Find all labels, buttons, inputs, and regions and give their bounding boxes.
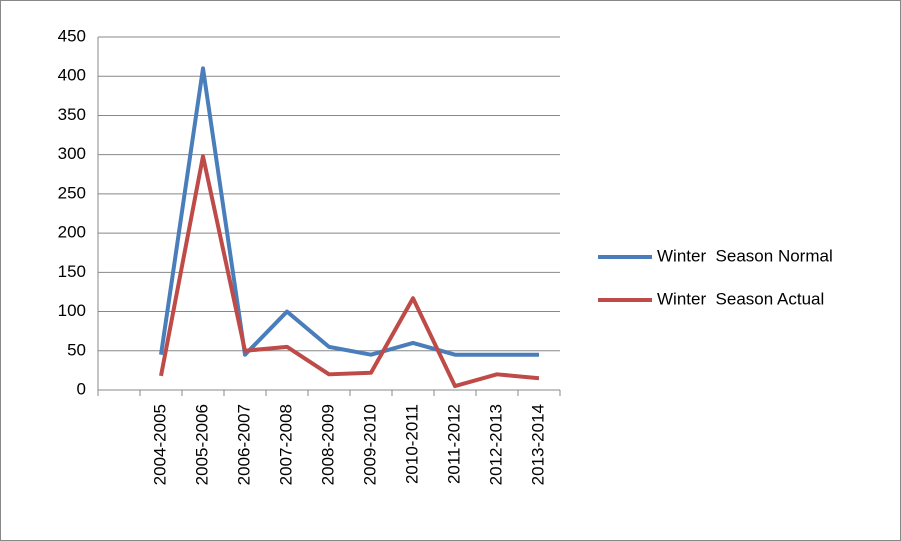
x-tick-label: 2008-2009	[318, 404, 337, 485]
y-tick-label: 150	[58, 262, 86, 281]
y-tick-label: 250	[58, 183, 86, 202]
series-line	[159, 154, 540, 389]
x-tick-label: 2007-2008	[276, 404, 295, 485]
y-tick-label: 50	[67, 340, 86, 359]
y-tick-label: 300	[58, 144, 86, 163]
y-tick-label: 0	[77, 379, 86, 398]
y-tick-label: 450	[58, 26, 86, 45]
x-tick-label: 2011-2012	[444, 404, 463, 484]
x-tick-label: 2005-2006	[192, 404, 211, 485]
y-tick-label: 200	[58, 223, 86, 242]
x-tick-label: 2006-2007	[234, 404, 253, 485]
y-tick-label: 100	[58, 301, 86, 320]
y-tick-label: 400	[58, 66, 86, 85]
legend-label: Winter Season Normal	[657, 246, 833, 265]
x-tick-label: 2012-2013	[486, 404, 505, 485]
series-line	[159, 66, 539, 357]
x-tick-label: 2009-2010	[360, 404, 379, 485]
x-tick-label: 2013-2014	[528, 404, 547, 485]
x-tick-label: 2004-2005	[150, 404, 169, 485]
x-tick-label: 2010-2011	[402, 404, 421, 484]
y-tick-label: 350	[58, 105, 86, 124]
legend-label: Winter Season Actual	[657, 289, 824, 308]
